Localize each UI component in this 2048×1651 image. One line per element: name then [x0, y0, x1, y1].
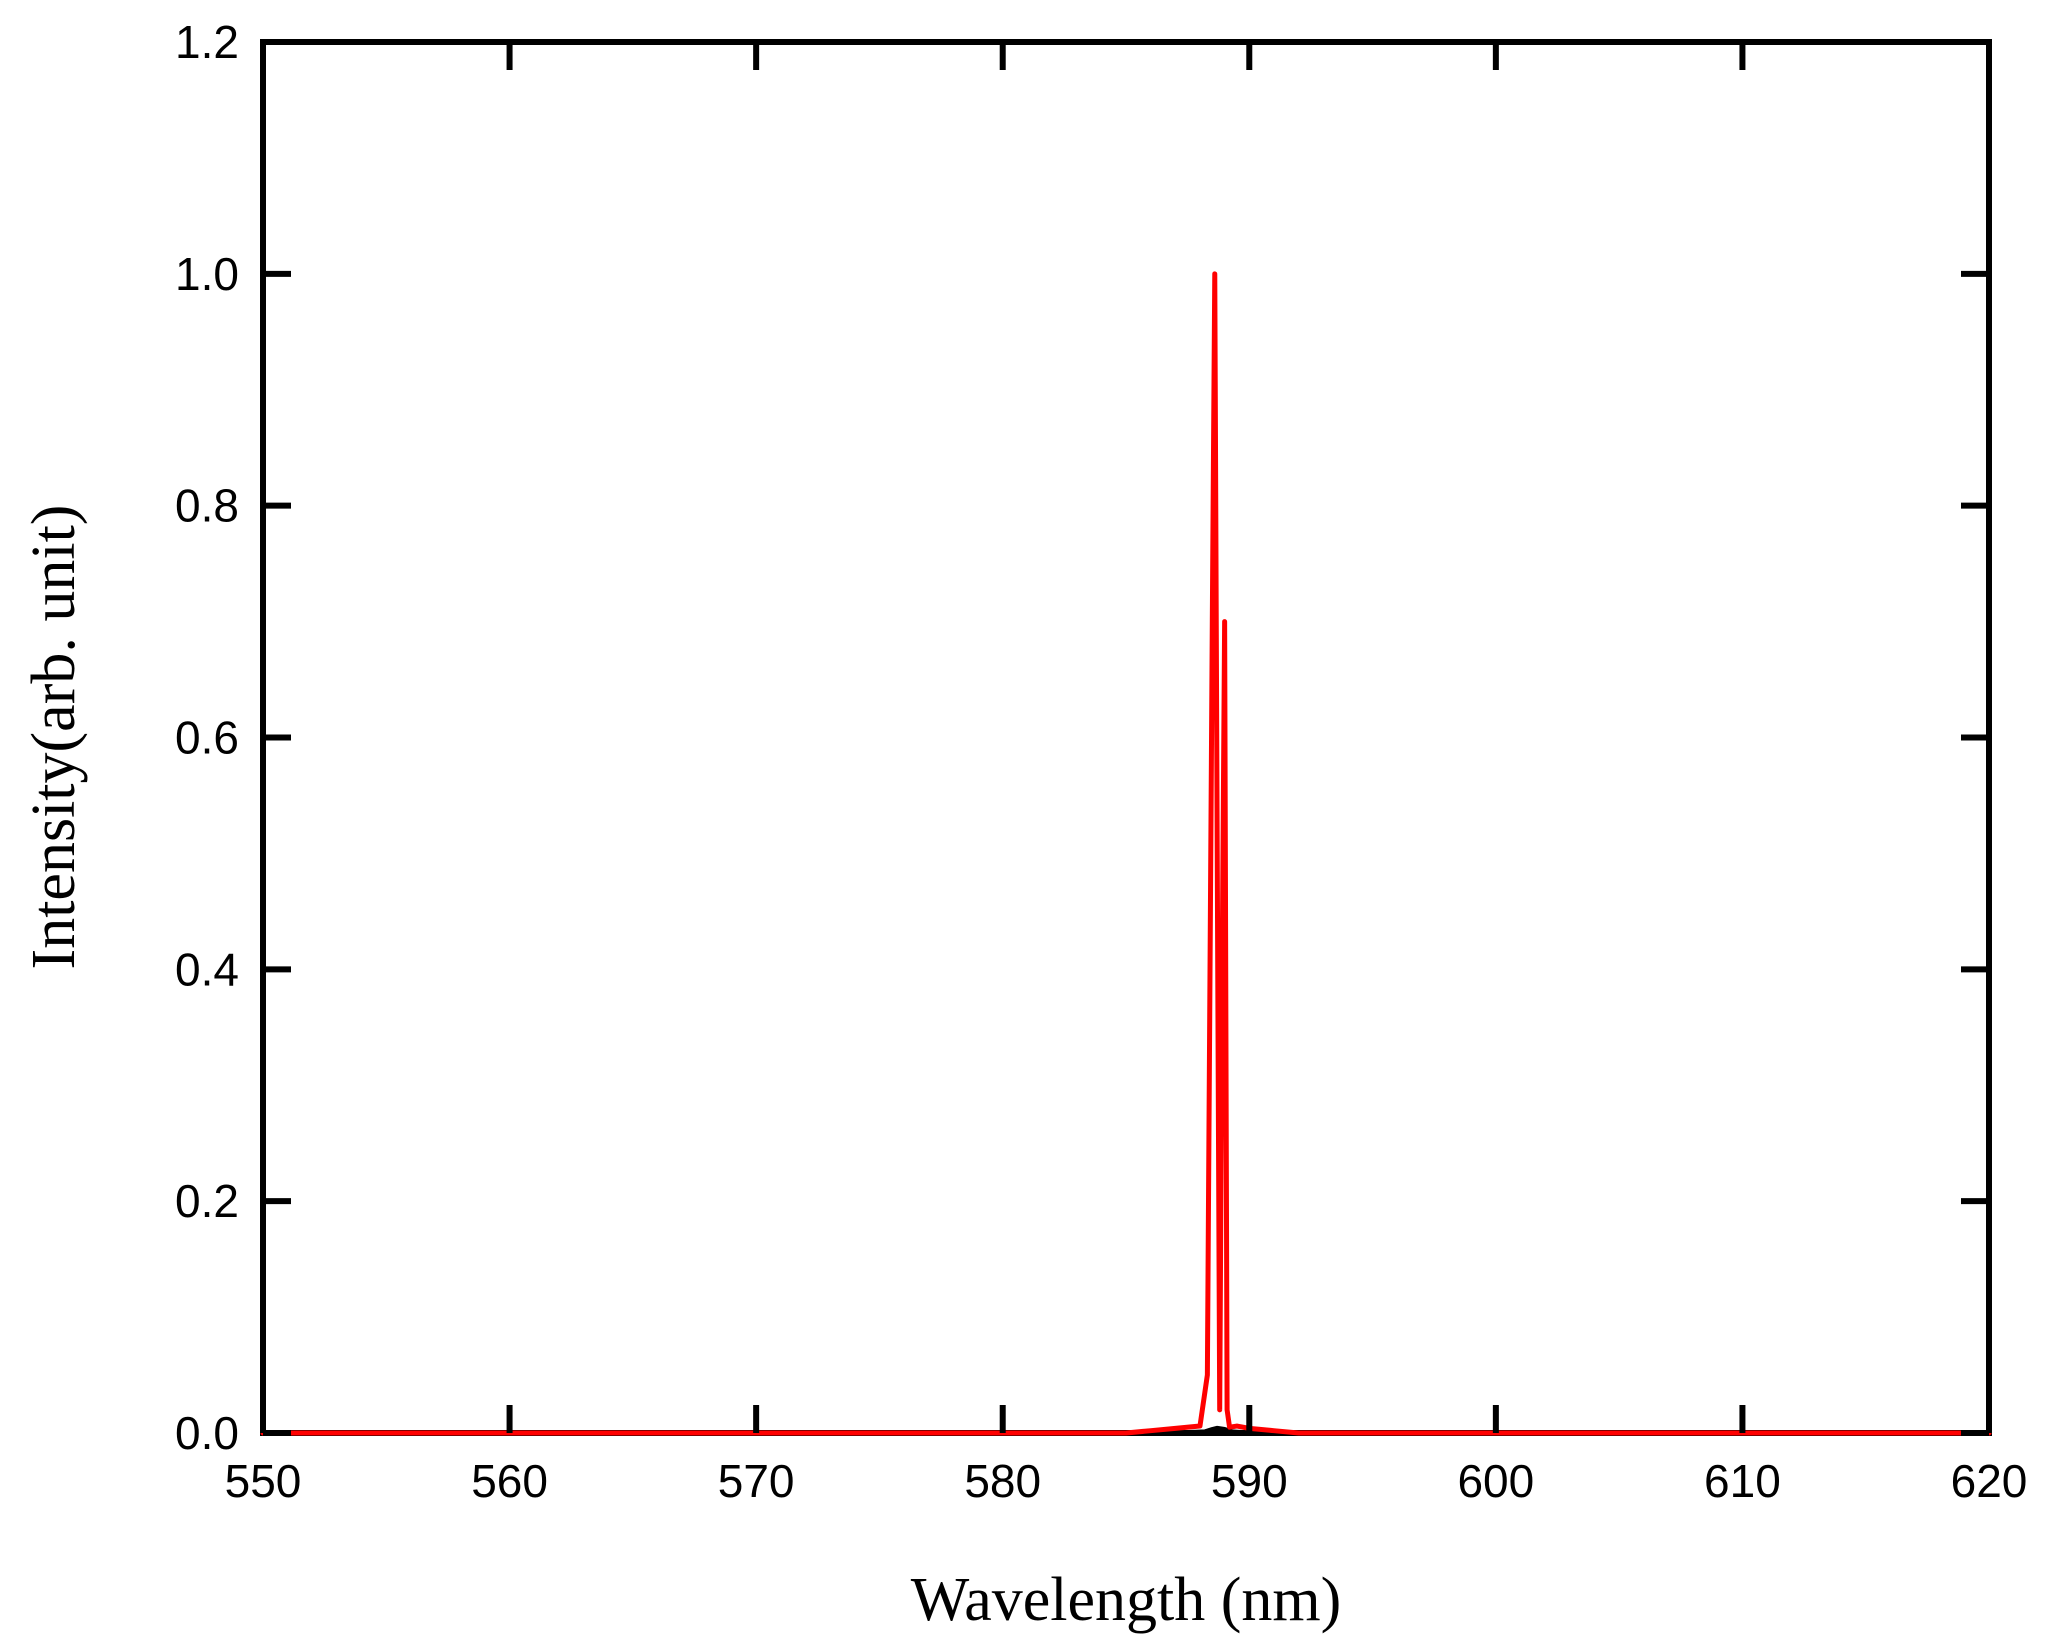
x-axis-title: Wavelength (nm) [911, 1566, 1342, 1634]
series-line-1 [260, 271, 1992, 1436]
y-tick-label: 1.0 [175, 248, 239, 300]
y-tick-label: 1.2 [175, 16, 239, 68]
tick-layer [260, 39, 1992, 1436]
x-tick-label: 590 [1211, 1455, 1288, 1507]
y-axis-title: Intensity(arb. unit) [20, 505, 88, 970]
x-tick-label: 560 [471, 1455, 548, 1507]
y-tick-label: 0.2 [175, 1175, 239, 1227]
y-tick-label: 0.6 [175, 712, 239, 764]
x-tick-label: 570 [718, 1455, 795, 1507]
plot-frame [260, 39, 1992, 1436]
y-tick-label: 0.4 [175, 943, 239, 995]
y-tick-label: 0.0 [175, 1407, 239, 1459]
tick-label-layer: 550 560 570 580 590 600 610 620 0.0 0.2 0.4 0.6 0.8 1… [175, 16, 2027, 1507]
x-tick-label: 620 [1951, 1455, 2028, 1507]
x-tick-label: 580 [964, 1455, 1041, 1507]
plot-area [260, 39, 1992, 1436]
x-tick-label: 600 [1457, 1455, 1534, 1507]
x-tick-label: 550 [225, 1455, 302, 1507]
series-layer [260, 271, 1992, 1436]
y-tick-label: 0.8 [175, 480, 239, 532]
x-tick-label: 610 [1704, 1455, 1781, 1507]
